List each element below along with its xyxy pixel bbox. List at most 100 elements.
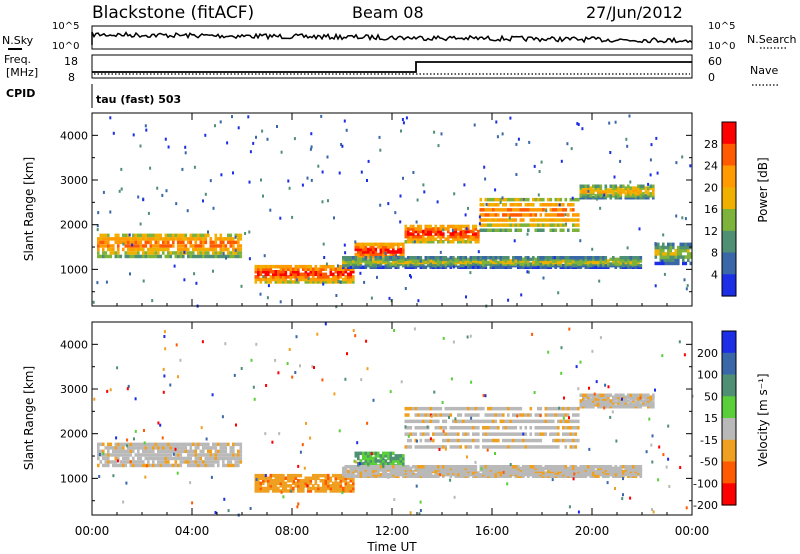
velocity-cell <box>582 403 585 407</box>
power-cell <box>526 270 529 274</box>
velocity-cell <box>159 460 163 464</box>
power-cell <box>604 263 608 268</box>
power-cell <box>644 186 648 190</box>
velocity-cell <box>439 432 443 436</box>
velocity-cell <box>197 446 200 450</box>
power-cell <box>572 203 575 207</box>
velocity-cell <box>316 332 319 336</box>
power-cell <box>199 247 203 252</box>
power-cell <box>319 280 323 284</box>
velocity-cell <box>595 380 598 384</box>
velocity-cell <box>157 446 160 450</box>
power-cell <box>202 233 205 238</box>
power-cell <box>194 233 198 238</box>
power-cell <box>272 270 275 274</box>
velocity-cell <box>415 484 418 488</box>
power-cell <box>314 272 318 277</box>
power-cell <box>524 203 528 207</box>
velocity-cell <box>634 397 638 401</box>
power-cell <box>479 228 483 232</box>
velocity-cell <box>514 445 518 449</box>
power-cell <box>492 208 495 212</box>
power-cell <box>626 144 629 148</box>
velocity-cell <box>404 432 408 436</box>
velocity-cell <box>349 476 353 480</box>
power-cell <box>672 255 675 259</box>
velocity-cell <box>562 426 565 430</box>
velocity-cell <box>529 432 533 436</box>
power-cell <box>364 252 368 257</box>
power-cell <box>137 247 140 252</box>
velocity-cell <box>382 459 385 463</box>
velocity-cell <box>557 438 560 443</box>
power-cell <box>507 228 510 232</box>
velocity-cell <box>342 489 345 493</box>
power-cell <box>367 242 370 247</box>
velocity-cell <box>404 425 407 429</box>
velocity-cell <box>204 456 208 461</box>
power-cell <box>337 275 340 279</box>
velocity-cell <box>499 445 503 449</box>
velocity-cell <box>469 334 472 338</box>
velocity-cell <box>97 453 100 457</box>
velocity-cell <box>389 459 393 463</box>
velocity-cell <box>327 484 330 488</box>
velocity-cell <box>502 445 505 449</box>
velocity-cell <box>362 454 365 458</box>
power-cell <box>564 218 568 222</box>
power-cell <box>322 242 325 246</box>
power-cell <box>537 208 540 212</box>
power-cell <box>472 262 475 266</box>
velocity-cell <box>494 474 498 478</box>
power-cell <box>484 177 487 181</box>
power-cell <box>319 264 323 269</box>
velocity-cell <box>357 461 360 466</box>
power-cell <box>289 264 293 269</box>
power-cell <box>349 267 353 271</box>
velocity-cell <box>339 481 343 486</box>
power-cell <box>637 186 640 190</box>
velocity-cell <box>419 419 423 424</box>
power-cell <box>584 256 588 260</box>
velocity-cell <box>237 449 240 454</box>
power-cell <box>612 194 615 198</box>
power-cell <box>422 229 425 234</box>
velocity-cell <box>372 451 375 456</box>
velocity-cell <box>617 466 620 471</box>
velocity-cell <box>622 493 624 497</box>
velocity-cell <box>422 413 425 417</box>
power-cell <box>280 150 283 154</box>
velocity-cell <box>297 484 300 488</box>
power-cell <box>527 228 530 232</box>
velocity-cell <box>651 434 654 438</box>
velocity-cell <box>279 473 283 478</box>
velocity-cell <box>207 463 210 468</box>
power-cell <box>482 213 485 217</box>
power-cell <box>444 237 448 241</box>
velocity-cell <box>364 465 368 469</box>
velocity-cell <box>442 419 445 424</box>
velocity-cell <box>568 327 571 331</box>
power-cell <box>182 237 185 241</box>
velocity-cell <box>122 460 125 464</box>
velocity-cell <box>487 419 490 424</box>
velocity-cell <box>469 445 473 449</box>
power-cell <box>477 229 480 234</box>
nsky-trace <box>91 31 693 45</box>
velocity-cell <box>529 465 533 469</box>
velocity-cell <box>152 446 155 450</box>
velocity-cell <box>652 401 655 405</box>
power-cell <box>497 228 500 232</box>
velocity-cell <box>277 486 280 491</box>
velocity-cell <box>297 486 300 491</box>
power-cell <box>217 244 220 248</box>
power-cell <box>234 249 237 252</box>
power-cell <box>159 254 163 259</box>
velocity-cell <box>212 463 215 468</box>
power-cell <box>499 208 503 212</box>
velocity-cell <box>502 432 505 436</box>
power-cell <box>477 232 480 236</box>
velocity-cell <box>668 485 671 488</box>
velocity-cell <box>462 438 465 443</box>
velocity-cell <box>534 438 538 443</box>
